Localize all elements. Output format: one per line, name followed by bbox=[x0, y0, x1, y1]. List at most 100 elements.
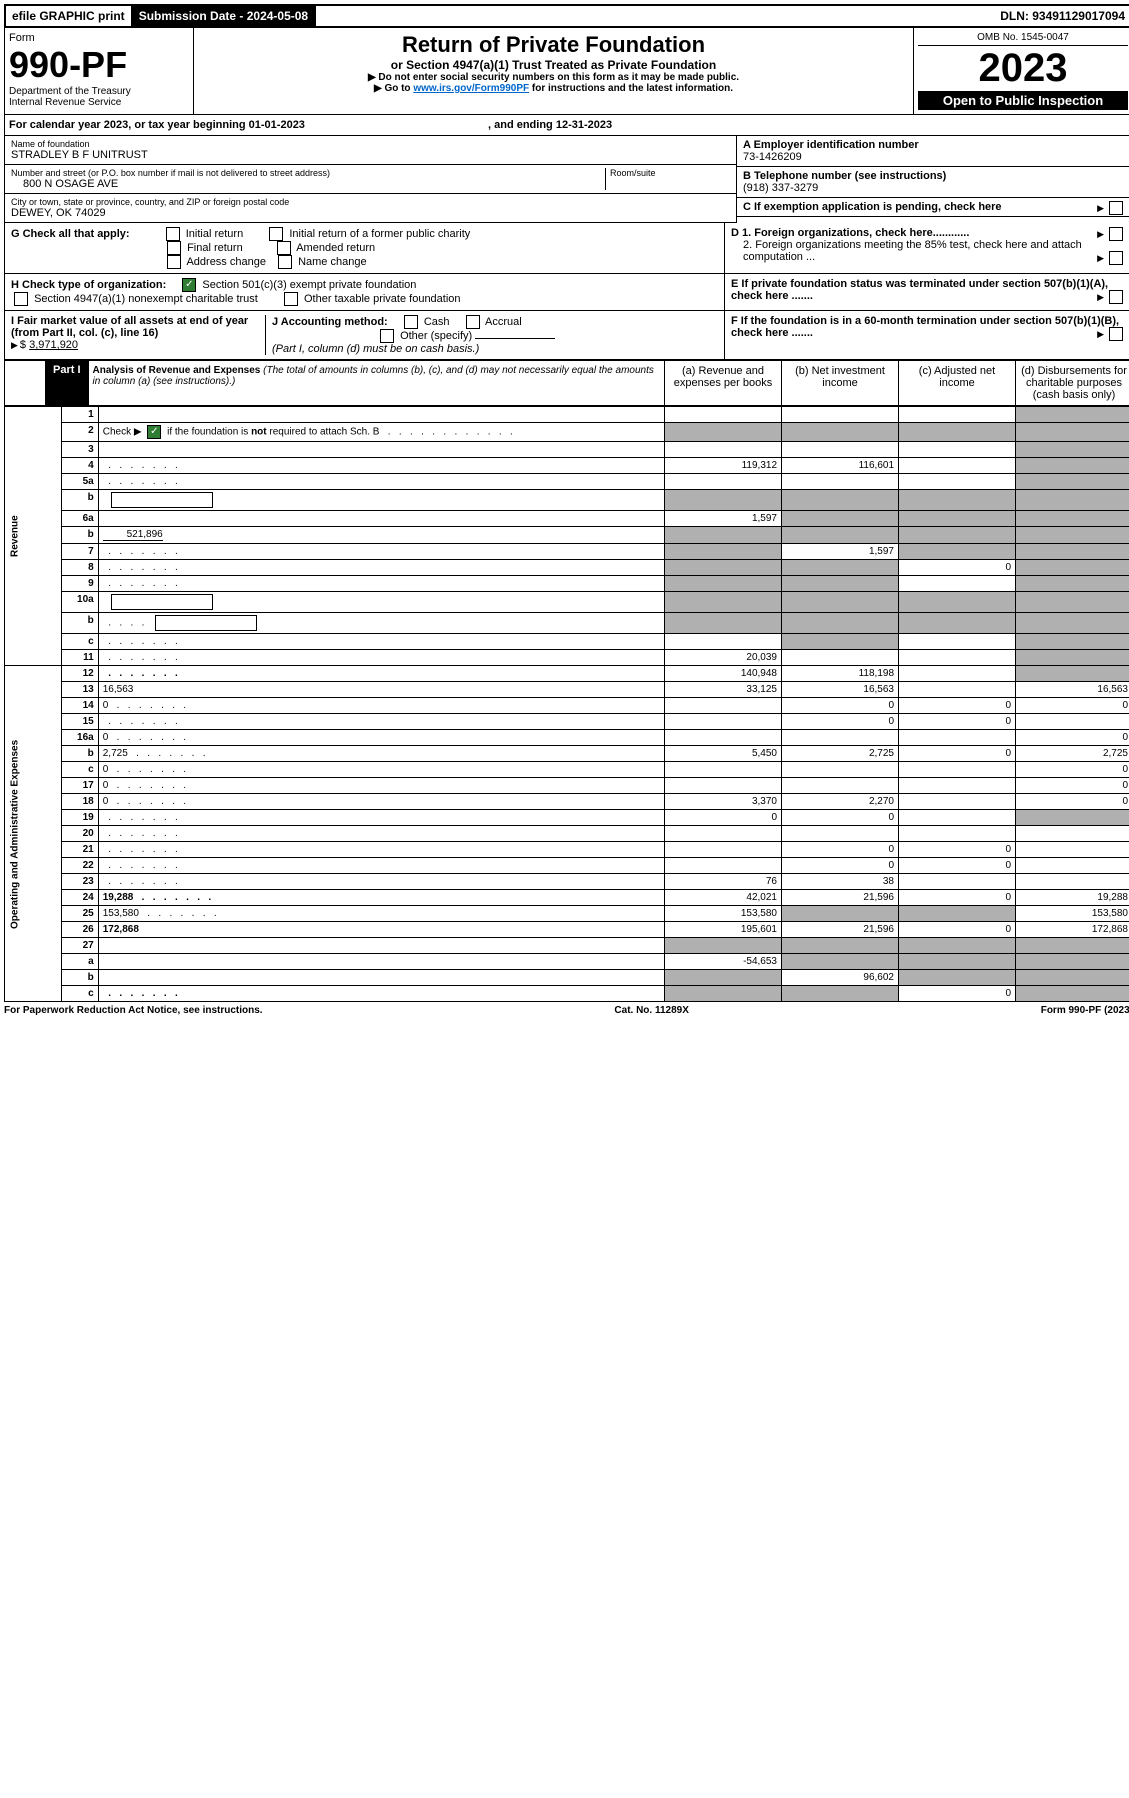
cell-a bbox=[665, 592, 782, 613]
d1-checkbox[interactable] bbox=[1097, 227, 1126, 241]
side-revenue: Revenue bbox=[5, 407, 62, 666]
table-row: 3 bbox=[5, 442, 1129, 458]
line-number: c bbox=[61, 762, 98, 778]
cell-a bbox=[665, 613, 782, 634]
table-row: 9 . . . . . . . bbox=[5, 576, 1129, 592]
chk-amended[interactable] bbox=[277, 241, 291, 255]
cell-b bbox=[782, 490, 899, 511]
cell-a: 119,312 bbox=[665, 458, 782, 474]
table-row: 170 . . . . . . .0 bbox=[5, 778, 1129, 794]
cell-d bbox=[1016, 544, 1129, 560]
chk-namechange[interactable] bbox=[278, 255, 292, 269]
irs-link[interactable]: www.irs.gov/Form990PF bbox=[413, 83, 529, 94]
cell-a bbox=[665, 544, 782, 560]
line-desc: . . . . . . . bbox=[98, 986, 664, 1002]
cell-c bbox=[899, 762, 1016, 778]
line-desc: 0 . . . . . . . bbox=[98, 698, 664, 714]
chk-initial-former[interactable] bbox=[269, 227, 283, 241]
table-row: 7 . . . . . . .1,597 bbox=[5, 544, 1129, 560]
col-b-header: (b) Net investment income bbox=[781, 361, 898, 405]
line-desc: . . . . . . . bbox=[98, 858, 664, 874]
cell-b bbox=[782, 954, 899, 970]
cell-c bbox=[899, 650, 1016, 666]
table-row: c . . . . . . . bbox=[5, 634, 1129, 650]
cell-b bbox=[782, 560, 899, 576]
cell-c bbox=[899, 826, 1016, 842]
col-d-header: (d) Disbursements for charitable purpose… bbox=[1015, 361, 1129, 405]
line-number: 9 bbox=[61, 576, 98, 592]
cell-a bbox=[665, 560, 782, 576]
cell-b bbox=[782, 511, 899, 527]
cell-a bbox=[665, 407, 782, 423]
table-row: 21 . . . . . . .00 bbox=[5, 842, 1129, 858]
chk-other-acct[interactable] bbox=[380, 329, 394, 343]
cell-d: 0 bbox=[1016, 730, 1129, 746]
line-number: 21 bbox=[61, 842, 98, 858]
tel-cell: B Telephone number (see instructions) (9… bbox=[737, 167, 1129, 198]
irs: Internal Revenue Service bbox=[9, 97, 189, 108]
chk-final[interactable] bbox=[167, 241, 181, 255]
chk-initial[interactable] bbox=[166, 227, 180, 241]
footer-right: Form 990-PF (2023) bbox=[1041, 1005, 1129, 1016]
line-desc bbox=[98, 442, 664, 458]
line-desc: . . . . . . . bbox=[98, 544, 664, 560]
header-right: OMB No. 1545-0047 2023 Open to Public In… bbox=[914, 28, 1129, 114]
h-check: H Check type of organization: Section 50… bbox=[5, 274, 724, 310]
chk-accrual[interactable] bbox=[466, 315, 480, 329]
cell-b bbox=[782, 730, 899, 746]
cell-d bbox=[1016, 650, 1129, 666]
cell-a bbox=[665, 490, 782, 511]
chk-other-taxable[interactable] bbox=[284, 292, 298, 306]
cell-a bbox=[665, 826, 782, 842]
line-number: 16a bbox=[61, 730, 98, 746]
cell-b: 0 bbox=[782, 714, 899, 730]
line-number: c bbox=[61, 986, 98, 1002]
line-number: 20 bbox=[61, 826, 98, 842]
line-number: 7 bbox=[61, 544, 98, 560]
cell-c: 0 bbox=[899, 842, 1016, 858]
line-number: 17 bbox=[61, 778, 98, 794]
col-a-header: (a) Revenue and expenses per books bbox=[664, 361, 781, 405]
table-row: 23 . . . . . . .7638 bbox=[5, 874, 1129, 890]
cell-d bbox=[1016, 511, 1129, 527]
page-footer: For Paperwork Reduction Act Notice, see … bbox=[4, 1002, 1129, 1019]
line-number: 24 bbox=[61, 890, 98, 906]
cell-c bbox=[899, 794, 1016, 810]
cell-b bbox=[782, 762, 899, 778]
chk-4947[interactable] bbox=[14, 292, 28, 306]
cell-b: 21,596 bbox=[782, 890, 899, 906]
cell-c bbox=[899, 938, 1016, 954]
cell-c bbox=[899, 423, 1016, 442]
form-header: Form 990-PF Department of the Treasury I… bbox=[4, 28, 1129, 115]
cell-a: 195,601 bbox=[665, 922, 782, 938]
c-checkbox[interactable] bbox=[1097, 201, 1126, 215]
chk-501c3[interactable] bbox=[182, 278, 196, 292]
cell-a: 1,597 bbox=[665, 511, 782, 527]
f-checkbox[interactable] bbox=[1097, 327, 1126, 341]
chk-addrchange[interactable] bbox=[167, 255, 181, 269]
d2-checkbox[interactable] bbox=[1097, 251, 1126, 265]
line-number: 15 bbox=[61, 714, 98, 730]
cell-c bbox=[899, 810, 1016, 826]
form-subtitle: or Section 4947(a)(1) Trust Treated as P… bbox=[198, 58, 909, 72]
cell-b bbox=[782, 576, 899, 592]
e-check: E If private foundation status was termi… bbox=[724, 274, 1129, 310]
tax-year: 2023 bbox=[918, 46, 1128, 91]
table-row: 2Check ▶ if the foundation is not requir… bbox=[5, 423, 1129, 442]
cell-d bbox=[1016, 874, 1129, 890]
table-row: 180 . . . . . . .3,3702,2700 bbox=[5, 794, 1129, 810]
cell-d: 0 bbox=[1016, 794, 1129, 810]
cell-a: -54,653 bbox=[665, 954, 782, 970]
line-desc: 2,725 . . . . . . . bbox=[98, 746, 664, 762]
chk-cash[interactable] bbox=[404, 315, 418, 329]
line-number: 3 bbox=[61, 442, 98, 458]
cell-d bbox=[1016, 826, 1129, 842]
e-checkbox[interactable] bbox=[1097, 290, 1126, 304]
cell-b bbox=[782, 592, 899, 613]
cell-b bbox=[782, 650, 899, 666]
line-desc: 0 . . . . . . . bbox=[98, 794, 664, 810]
ij-block: I Fair market value of all assets at end… bbox=[5, 311, 724, 359]
line-number: 23 bbox=[61, 874, 98, 890]
table-row: 16a0 . . . . . . .0 bbox=[5, 730, 1129, 746]
line-desc bbox=[98, 970, 664, 986]
